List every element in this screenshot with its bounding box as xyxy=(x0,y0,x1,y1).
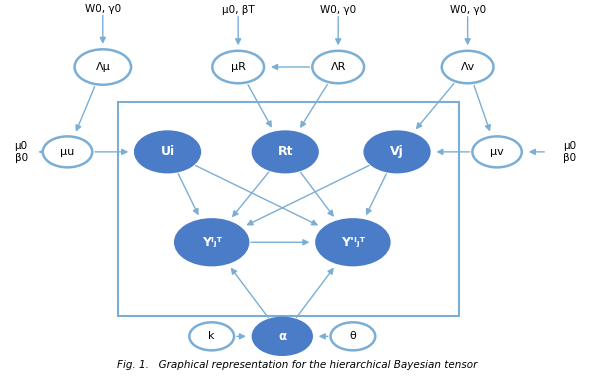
Text: Vj: Vj xyxy=(390,146,404,158)
Text: μ0
β0: μ0 β0 xyxy=(14,141,28,163)
Text: Λμ: Λμ xyxy=(96,62,110,72)
Circle shape xyxy=(442,51,494,83)
Text: k: k xyxy=(208,331,215,341)
Text: Rt: Rt xyxy=(277,146,293,158)
Text: Y'ᴵⱼᵀ: Y'ᴵⱼᵀ xyxy=(341,236,365,249)
Text: μ0
β0: μ0 β0 xyxy=(563,141,577,163)
Text: Λv: Λv xyxy=(460,62,475,72)
Text: Fig. 1.   Graphical representation for the hierarchical Bayesian tensor: Fig. 1. Graphical representation for the… xyxy=(117,359,477,370)
Text: W0, γ0: W0, γ0 xyxy=(320,5,356,15)
Text: θ: θ xyxy=(349,331,356,341)
Bar xyxy=(118,102,459,316)
Circle shape xyxy=(365,132,429,172)
Circle shape xyxy=(212,51,264,83)
Circle shape xyxy=(43,136,92,167)
Text: μR: μR xyxy=(230,62,245,72)
Text: α: α xyxy=(278,330,286,343)
Circle shape xyxy=(312,51,364,83)
Circle shape xyxy=(75,49,131,85)
Text: μv: μv xyxy=(490,147,504,157)
Circle shape xyxy=(472,136,522,167)
Text: ΛR: ΛR xyxy=(330,62,346,72)
Text: μ0, βT: μ0, βT xyxy=(222,5,254,15)
Text: Ui: Ui xyxy=(160,146,175,158)
Text: W0, γ0: W0, γ0 xyxy=(450,5,486,15)
Circle shape xyxy=(189,322,234,350)
Circle shape xyxy=(330,322,375,350)
Circle shape xyxy=(175,219,248,265)
Circle shape xyxy=(253,132,318,172)
Text: W0, γ0: W0, γ0 xyxy=(85,4,121,14)
Circle shape xyxy=(135,132,200,172)
Circle shape xyxy=(253,318,312,355)
Text: Yᴵⱼᵀ: Yᴵⱼᵀ xyxy=(202,236,222,249)
Circle shape xyxy=(317,219,390,265)
Text: μu: μu xyxy=(61,147,75,157)
